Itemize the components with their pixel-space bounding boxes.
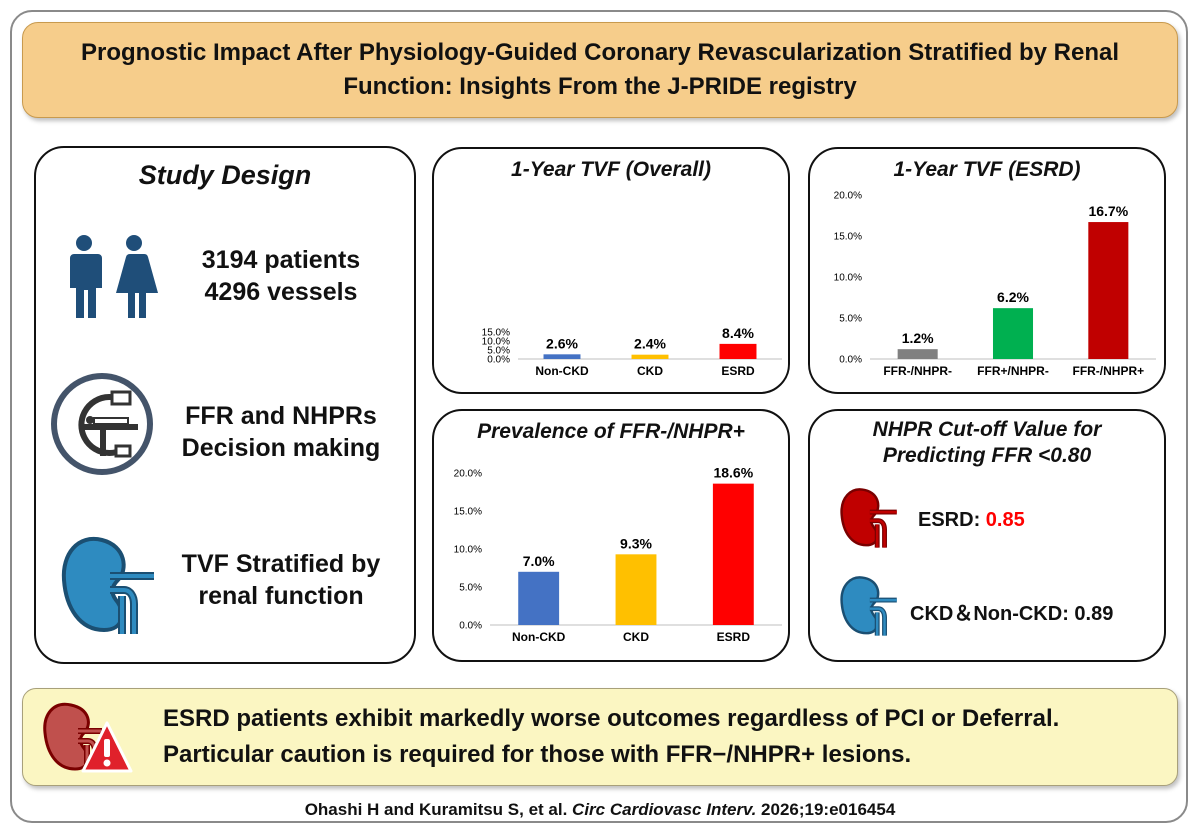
esrd-cutoff: ESRD: 0.85 [918, 509, 1025, 532]
kidney-blue-icon [840, 576, 897, 636]
cutoff-title-line1: NHPR Cut-off Value for [872, 418, 1102, 441]
tvf-line1: TVF Stratified by [181, 550, 381, 578]
x-tick-label: FFR-/NHPR+ [1072, 364, 1144, 378]
y-tick-label: 0.0% [459, 621, 482, 632]
x-tick-label: CKD [637, 364, 663, 378]
ckd-cutoff: CKD＆Non-CKD: 0.89 [910, 603, 1114, 625]
y-tick-label: 5.0% [487, 346, 510, 357]
study-design-panel: Study Design 3194 patients 4296 vessels … [34, 146, 416, 664]
chart-panel-tvf-overall: 1-Year TVF (Overall) 0.0% 5.0% 10.0% 15.0% 2… [432, 147, 790, 394]
data-label: 9.3% [620, 535, 652, 551]
decision-line1: FFR and NHPRs [185, 402, 377, 430]
y-tick-label: 15.0% [834, 232, 862, 243]
data-label: 16.7% [1088, 203, 1128, 219]
y-tick-label: 20.0% [834, 191, 862, 202]
x-tick-label: ESRD [717, 630, 751, 644]
data-label: 8.4% [722, 325, 754, 341]
cutoff-title-line2: Predicting FFR <0.80 [882, 444, 1092, 467]
citation-authors: Ohashi H and Kuramitsu S, et al. [304, 800, 573, 819]
y-tick-label: 5.0% [459, 583, 482, 594]
patients-count: 3194 patients 4296 vessels [161, 244, 401, 308]
y-tick-label: 0.0% [487, 355, 510, 366]
conclusion-banner: ESRD patients exhibit markedly worse out… [22, 688, 1178, 786]
x-tick-label: Non-CKD [512, 630, 566, 644]
citation: Ohashi H and Kuramitsu S, et al. Circ Ca… [0, 800, 1200, 820]
people-icon [70, 235, 158, 318]
x-tick-label: CKD [623, 630, 649, 644]
conclusion-text: ESRD patients exhibit markedly worse out… [163, 701, 1173, 773]
bar [712, 483, 754, 625]
bar [543, 354, 581, 359]
conclusion-line1: ESRD patients exhibit markedly worse out… [163, 705, 1060, 732]
chart-title: 1-Year TVF (Overall) [511, 158, 711, 181]
chart-title: Prevalence of FFR-/NHPR+ [477, 420, 745, 443]
data-label: 7.0% [523, 553, 555, 569]
data-label: 1.2% [902, 330, 934, 346]
y-tick-label: 20.0% [454, 469, 482, 480]
bar [719, 343, 757, 359]
citation-journal: Circ Cardiovasc Interv. [572, 800, 757, 819]
data-label: 2.4% [634, 336, 666, 352]
bar [1088, 222, 1129, 359]
chart-title: 1-Year TVF (ESRD) [893, 158, 1081, 181]
x-tick-label: Non-CKD [535, 364, 589, 378]
patients-text: 3194 patients [201, 246, 361, 274]
vessels-text: 4296 vessels [204, 278, 358, 306]
esrd-cutoff-value: 0.85 [985, 509, 1025, 531]
chart-prevalence: 0.0% 5.0% 10.0% 15.0% 20.0% 7.0% Non-CKD 9.3% CK… [454, 465, 782, 644]
cutoff-panel: NHPR Cut-off Value for Predicting FFR <0… [808, 409, 1166, 662]
decision-line2: Decision making [181, 434, 381, 462]
y-tick-label: 5.0% [839, 314, 862, 325]
decision-text: FFR and NHPRs Decision making [161, 400, 401, 464]
citation-ref: 2026;19:e016454 [756, 800, 896, 819]
y-tick-label: 10.0% [834, 273, 862, 284]
chart-panel-prevalence: Prevalence of FFR-/NHPR+ 0.0% 5.0% 10.0% 15… [432, 409, 790, 662]
bar [897, 349, 938, 359]
x-tick-label: FFR-/NHPR- [883, 364, 952, 378]
x-tick-label: FFR+/NHPR- [977, 364, 1049, 378]
page-title: Prognostic Impact After Physiology-Guide… [81, 39, 1119, 100]
chart-panel-tvf-esrd: 1-Year TVF (ESRD) 0.0% 5.0% 10.0% 15.0% 20.0… [808, 147, 1166, 394]
bar [631, 354, 669, 359]
conclusion-line2: Particular caution is required for those… [163, 741, 912, 768]
data-label: 2.6% [546, 335, 578, 351]
study-design-heading: Study Design [138, 160, 312, 190]
bar [615, 554, 657, 625]
data-label: 6.2% [997, 289, 1029, 305]
esrd-cutoff-label: ESRD: [918, 509, 986, 531]
y-tick-label: 10.0% [482, 337, 510, 348]
data-label: 18.6% [713, 465, 753, 481]
kidney-warning-icon [43, 702, 133, 773]
y-tick-label: 15.0% [454, 507, 482, 518]
kidney-red-icon [840, 488, 897, 548]
y-tick-label: 10.0% [454, 545, 482, 556]
poster-frame [10, 10, 1188, 823]
bar [992, 308, 1034, 359]
x-tick-label: ESRD [721, 364, 755, 378]
chart-tvf-overall: 0.0%5.0%10.0%15.0% 2.6% Non-CKD 2.4% CKD 8.4%… [482, 325, 782, 378]
y-tick-label: 0.0% [839, 355, 862, 366]
cutoff-title: NHPR Cut-off Value for Predicting FFR <0… [810, 417, 1164, 469]
chart-tvf-esrd: 0.0% 5.0% 10.0% 15.0% 20.0% 1.2% FFR-/NHPR- 6.2… [834, 191, 1156, 378]
title-banner: Prognostic Impact After Physiology-Guide… [22, 22, 1178, 118]
y-tick-label: 15.0% [482, 328, 510, 339]
cath-lab-icon [51, 373, 153, 475]
kidney-icon [61, 536, 154, 634]
bar [518, 571, 560, 625]
tvf-line2: renal function [198, 582, 364, 610]
tvf-text: TVF Stratified by renal function [161, 548, 401, 612]
